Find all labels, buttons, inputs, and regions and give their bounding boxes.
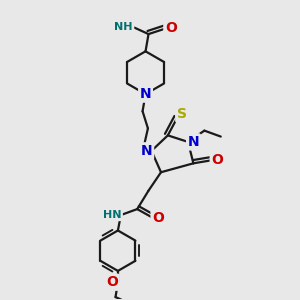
Text: H: H xyxy=(124,22,133,32)
Text: N: N xyxy=(140,87,152,101)
Text: N: N xyxy=(141,144,152,158)
Text: HN: HN xyxy=(103,210,122,220)
Text: O: O xyxy=(152,211,164,225)
Text: O: O xyxy=(165,21,177,35)
Text: O: O xyxy=(211,153,223,167)
Text: N: N xyxy=(188,135,199,149)
Text: O: O xyxy=(106,275,118,289)
Text: S: S xyxy=(177,107,187,121)
Text: NH: NH xyxy=(114,22,132,32)
